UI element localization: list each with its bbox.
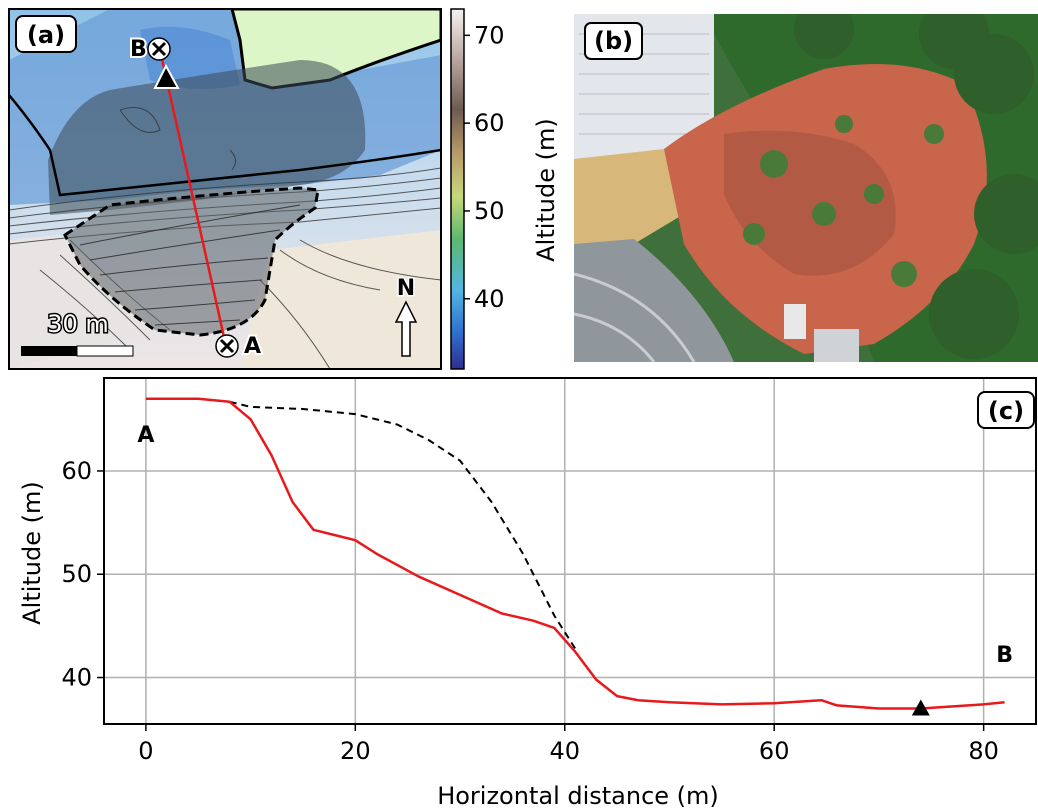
scale-bar-label: 30 m: [47, 310, 109, 338]
y-tick-label: 60: [61, 457, 92, 485]
x-tick-label: 0: [138, 737, 153, 765]
x-axis-label: Horizontal distance (m): [437, 782, 719, 810]
x-tick-label: 80: [968, 737, 999, 765]
x-tick-label: 40: [549, 737, 580, 765]
panel-b-label: (b): [584, 22, 644, 60]
y-tick-label: 50: [61, 560, 92, 588]
panel-c-label: (c): [988, 397, 1024, 425]
x-tick-label: 60: [759, 737, 790, 765]
point-a-label: A: [244, 334, 261, 359]
colorbar-tick-label: 50: [474, 197, 505, 225]
scale-bar: [21, 345, 134, 357]
plot-frame: [103, 377, 1037, 725]
point-b-label: B: [130, 37, 147, 62]
panel-a-label: (a): [27, 21, 65, 49]
triangle-marker: [911, 699, 930, 716]
colorbar-tick-label: 40: [474, 285, 505, 313]
colorbar-ticks: 70 60 50 40: [464, 21, 505, 313]
colorbar-tick-label: 70: [474, 21, 505, 49]
colorbar-tick-label: 60: [474, 109, 505, 137]
landslide-photo: [574, 14, 1038, 362]
map-frame: [8, 8, 442, 370]
profile-chart: 0 20 40 60 80 40 50 60 A B (c) Horizontal distan…: [18, 377, 1037, 810]
profile-end-label: B: [996, 643, 1013, 668]
y-axis-label: Altitude (m): [18, 481, 46, 625]
post-failure-profile-line: [145, 397, 1005, 710]
panel-a-map: B A (a) 30 m N 70 60 50 40 Altitude (m): [8, 8, 560, 370]
map-image: [9, 9, 441, 369]
triangle-marker: [153, 63, 180, 89]
profile-end-label: A: [137, 423, 154, 448]
colorbar: [450, 8, 465, 370]
north-arrow-icon: [394, 300, 418, 357]
colorbar-label: Altitude (m): [532, 118, 560, 262]
panel-a-label-box: [15, 15, 77, 53]
panel-c-label-box: [977, 391, 1035, 429]
y-tick-label: 40: [61, 664, 92, 692]
panel-b-photo: (b): [574, 14, 1038, 362]
x-tick-label: 20: [340, 737, 371, 765]
pre-failure-profile-line: [229, 400, 577, 650]
point-a-marker: [215, 334, 239, 358]
north-label: N: [397, 276, 415, 301]
point-b-marker: [147, 37, 171, 61]
